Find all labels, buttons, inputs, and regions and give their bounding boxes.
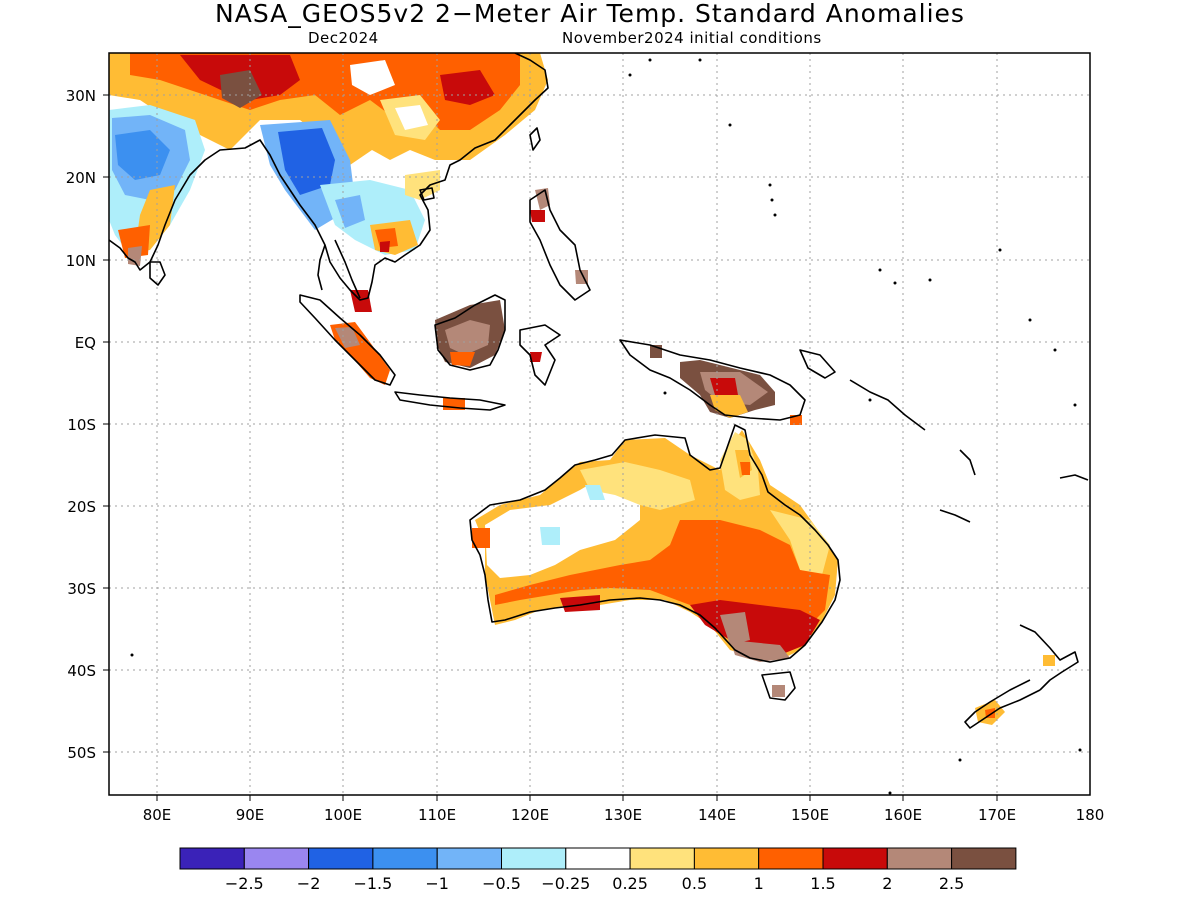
colorbar-swatch	[951, 847, 1017, 870]
lon-label: 90E	[236, 806, 265, 824]
colorbar-label: 0.25	[612, 874, 648, 893]
colorbar-swatch	[243, 847, 310, 870]
lon-label: 180	[1076, 806, 1105, 824]
colorbar: −2.5 −2 −1.5 −1 −0.5 −0.25 0.25 0.5 1 1.5 2 2.5	[179, 847, 1017, 893]
colorbar-swatch	[693, 847, 760, 870]
colorbar-swatch	[308, 847, 374, 870]
colorbar-label: −0.5	[482, 874, 521, 893]
colorbar-swatch	[436, 847, 503, 870]
coastlines	[109, 53, 1089, 729]
asia-anomaly-shading	[109, 53, 588, 284]
lat-label: 20S	[67, 498, 96, 516]
colorbar-label: 0.5	[682, 874, 707, 893]
lon-label: 140E	[698, 806, 736, 824]
lat-labels: 30N 20N 10N EQ 10S 20S 30S 40S 50S	[66, 87, 96, 762]
lon-label: 130E	[604, 806, 642, 824]
colorbar-swatch	[372, 847, 438, 870]
colorbar-label: −1	[425, 874, 449, 893]
colorbar-label: 2.5	[939, 874, 964, 893]
lon-label: 80E	[143, 806, 172, 824]
tick-marks	[103, 94, 998, 801]
colorbar-swatch	[501, 847, 567, 870]
lon-label: 170E	[978, 806, 1016, 824]
lat-label: 10S	[67, 416, 96, 434]
map-area	[109, 53, 1090, 795]
lat-label: EQ	[75, 334, 96, 352]
lat-label: 50S	[67, 744, 96, 762]
lon-label: 100E	[324, 806, 362, 824]
colorbar-label: −2.5	[225, 874, 264, 893]
lat-label: 30S	[67, 580, 96, 598]
lon-label: 110E	[418, 806, 456, 824]
map-title: NASA_GEOS5v2 2−Meter Air Temp. Standard …	[215, 0, 965, 28]
colorbar-swatch	[179, 847, 245, 870]
colorbar-swatch	[886, 847, 953, 870]
colorbar-label: 1	[754, 874, 764, 893]
initial-conditions-label: November2024 initial conditions	[562, 29, 822, 47]
lat-label: 40S	[67, 662, 96, 680]
colorbar-swatch	[629, 847, 695, 870]
island-dots	[130, 58, 1082, 795]
colorbar-label: 1.5	[810, 874, 835, 893]
colorbar-label: −1.5	[353, 874, 392, 893]
colorbar-swatch	[822, 847, 888, 870]
colorbar-label: 2	[882, 874, 892, 893]
colorbar-label: −0.25	[541, 874, 590, 893]
colorbar-swatch	[565, 847, 631, 870]
grid-lines	[109, 53, 1090, 795]
australia-anomaly-shading	[472, 430, 838, 697]
lon-label: 150E	[791, 806, 829, 824]
lat-label: 10N	[66, 252, 96, 270]
forecast-month: Dec2024	[308, 29, 379, 47]
lon-label: 120E	[511, 806, 549, 824]
colorbar-label: −2	[297, 874, 321, 893]
lat-label: 30N	[66, 87, 96, 105]
lat-label: 20N	[66, 169, 96, 187]
lon-labels: 80E 90E 100E 110E 120E 130E 140E 150E 16…	[143, 806, 1105, 824]
lon-label: 160E	[884, 806, 922, 824]
colorbar-swatch	[758, 847, 824, 870]
